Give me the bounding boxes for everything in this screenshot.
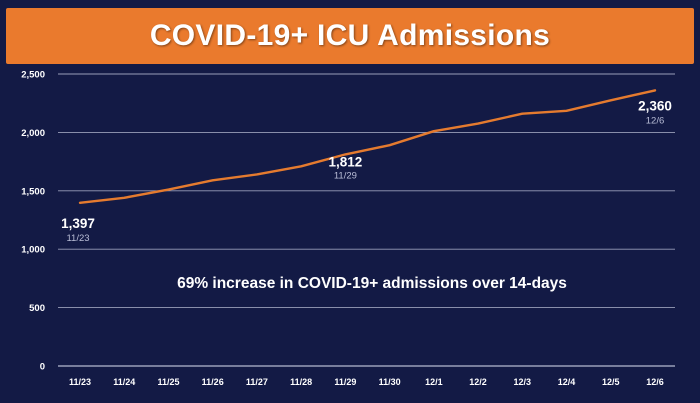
y-tick-label: 2,500: [21, 70, 45, 81]
annotation-date: 11/23: [66, 233, 89, 244]
data-point: [521, 112, 524, 115]
annotation-value: 1,812: [328, 154, 362, 169]
annotation-value: 1,397: [61, 216, 95, 231]
y-tick-label: 0: [40, 362, 45, 373]
data-point: [211, 179, 214, 182]
x-tick-label: 12/1: [425, 377, 443, 387]
x-tick-label: 11/28: [290, 377, 312, 387]
data-point: [256, 173, 258, 176]
data-point: [654, 89, 656, 92]
data-point: [565, 109, 568, 112]
grid-lines: [58, 73, 675, 367]
x-tick-label: 11/30: [379, 377, 401, 387]
annotation-date: 11/29: [334, 170, 357, 181]
data-point: [300, 165, 303, 168]
x-tick-label: 12/3: [514, 377, 532, 387]
data-point: [477, 122, 479, 125]
x-tick-label: 11/24: [113, 377, 135, 387]
title-banner: COVID-19+ ICU Admissions: [6, 8, 694, 64]
data-point: [388, 144, 391, 147]
data-point: [432, 130, 435, 133]
data-point: [609, 99, 612, 102]
x-tick-label: 11/26: [202, 377, 224, 387]
y-tick-label: 2,000: [21, 128, 45, 139]
chart-title: COVID-19+ ICU Admissions: [149, 19, 551, 52]
data-point: [123, 196, 126, 199]
y-tick-label: 1,500: [21, 186, 45, 197]
x-tick-label: 12/6: [646, 377, 664, 387]
series-group: [78, 89, 657, 205]
line-chart: 0 500 1,000 1,500 2,000 2,500 11/23 11/24 11/25…: [21, 70, 675, 387]
x-tick-label: 12/4: [558, 377, 576, 387]
annotation-date: 12/6: [646, 115, 665, 126]
x-tick-label: 11/27: [246, 377, 268, 387]
x-tick-label: 11/25: [157, 377, 179, 387]
x-axis: 11/23 11/24 11/25 11/26 11/27 11/28 11/29 11/30…: [69, 377, 664, 387]
x-tick-label: 11/29: [334, 377, 356, 387]
series-line: [78, 89, 657, 205]
data-point: [344, 153, 347, 156]
x-tick-label: 11/23: [69, 377, 91, 387]
y-tick-label: 500: [29, 303, 45, 314]
annotation-value: 2,360: [638, 98, 672, 113]
y-tick-label: 1,000: [21, 245, 45, 256]
x-tick-label: 12/2: [469, 377, 487, 387]
y-axis: 0 500 1,000 1,500 2,000 2,500: [21, 70, 45, 373]
data-point: [167, 188, 170, 191]
data-point: [79, 201, 81, 204]
x-tick-label: 12/5: [602, 377, 620, 387]
chart-note: 69% increase in COVID-19+ admissions ove…: [177, 275, 567, 292]
